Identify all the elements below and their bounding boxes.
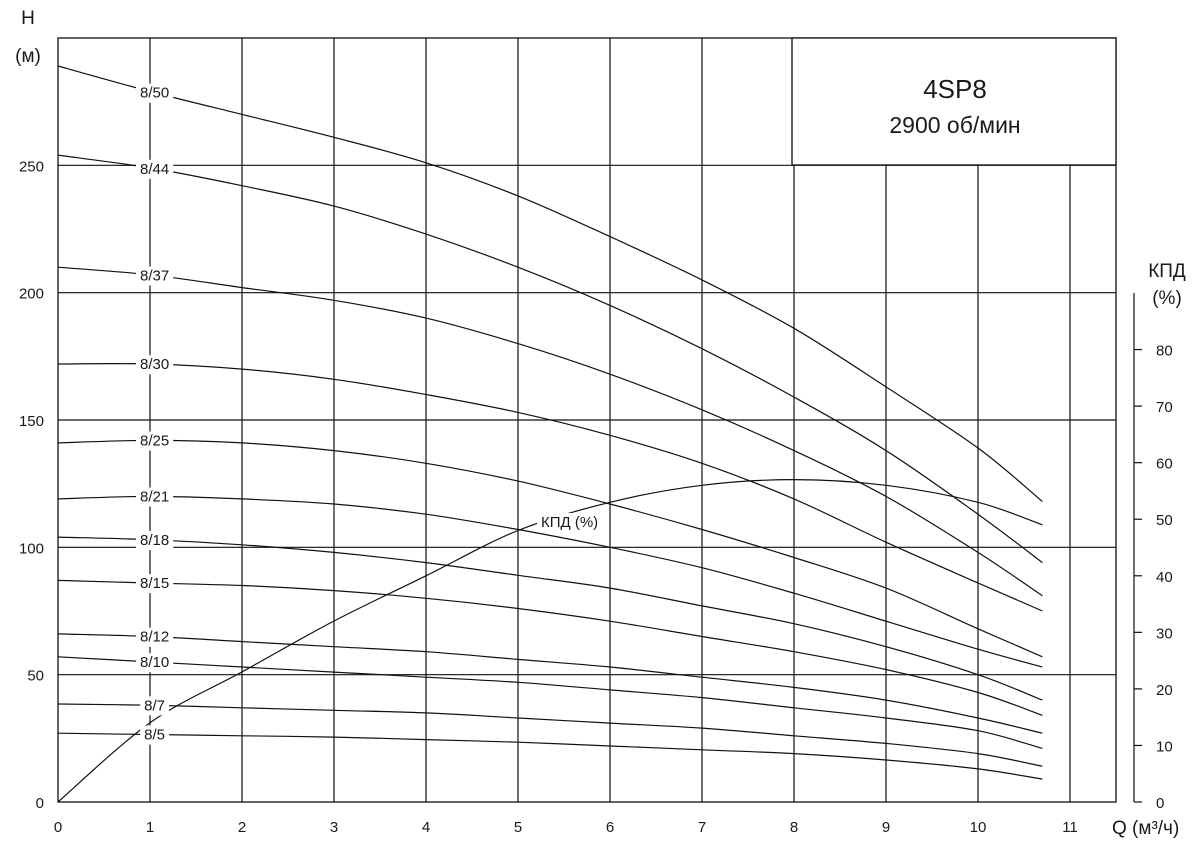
curve-label-bg [135,574,174,594]
curve-label-text: 8/21 [140,489,169,506]
curve-label: 8/21 [135,487,174,507]
curve-label-bg [135,266,174,286]
curve-label-text: 8/12 [140,629,169,646]
efficiency-tick-label: 70 [1156,399,1173,416]
curve-label-bg [135,159,174,179]
curve-label-text: 8/25 [140,433,169,450]
curve-label: 8/15 [135,574,174,594]
curve-label-bg [135,83,174,103]
head-curve-8-15 [57,579,1043,716]
curve-label: 8/10 [135,653,174,673]
head-curve-8-44 [57,154,1043,564]
efficiency-tick-label: 30 [1156,625,1173,642]
efficiency-axis-title: КПД [1148,261,1186,282]
curve-label-text: 8/5 [144,727,165,744]
y-axis-unit: (м) [15,46,41,67]
curves [57,65,1043,803]
efficiency-tick-label: 80 [1156,343,1173,360]
curve-label-bg [537,513,603,533]
x-tick-label: 5 [514,819,522,836]
x-tick-label: 4 [422,819,430,836]
head-curve-8-30 [57,363,1043,612]
y-tick-label: 0 [36,795,44,812]
efficiency-tick-label: 10 [1156,738,1173,755]
curve-label-bg [135,627,174,647]
curve-label-text: 8/7 [144,697,165,714]
y-axis-title: Н [21,8,35,29]
curve-label: 8/44 [135,159,174,179]
efficiency-curve [57,478,1043,803]
efficiency-axis-unit: (%) [1152,288,1182,309]
curve-label-text: 8/30 [140,356,169,373]
curve-label: 8/18 [135,530,174,550]
head-curve-8-50 [57,65,1043,502]
x-tick-label: 7 [698,819,706,836]
x-tick-label: 10 [970,819,987,836]
curve-label-bg [140,725,170,745]
y-tick-label: 200 [19,286,44,303]
curve-label-bg [135,530,174,550]
x-tick-label: 11 [1062,819,1078,836]
head-curve-8-18 [57,536,1043,701]
curve-label-text: КПД (%) [541,514,598,531]
curve-label: 8/12 [135,627,174,647]
curve-label-bg [140,696,170,716]
y-tick-label: 100 [19,540,44,557]
curve-label-text: 8/15 [140,575,169,592]
y-tick-label: 50 [27,668,44,685]
curve-label-text: 8/18 [140,532,169,549]
efficiency-tick-label: 0 [1156,795,1164,812]
head-curve-8-5 [57,732,1043,780]
efficiency-tick-label: 20 [1156,682,1173,699]
tick-labels: 0 1 2 3 4 5 6 7 8 9 10 11 0 50 100 150 200 250 0 10 20 30 40 50… [19,158,1173,836]
head-curve-8-25 [57,439,1043,658]
efficiency-tick-label: 50 [1156,512,1173,529]
curve-label: 8/37 [135,266,174,286]
curve-label-text: 8/50 [140,85,169,102]
x-tick-label: 3 [330,819,338,836]
head-curve-8-12 [57,633,1043,734]
head-curve-8-37 [57,266,1043,597]
curve-label: 8/7 [140,696,170,716]
x-tick-label: 6 [606,819,614,836]
chart-subtitle: 2900 об/мин [889,112,1020,138]
x-tick-label: 1 [146,819,154,836]
title-box [791,37,1117,166]
curve-label: 8/25 [135,431,174,451]
x-tick-label: 0 [54,819,62,836]
y-tick-label: 150 [19,413,44,430]
curve-label-text: 8/37 [140,267,169,284]
curve-label-text: 8/44 [140,161,169,178]
curve-label: КПД (%) [537,513,603,533]
curve-label-bg [135,487,174,507]
curve-label-bg [135,355,174,375]
efficiency-tick-label: 40 [1156,569,1173,586]
curve-label: 8/5 [140,725,170,745]
head-curve-8-21 [57,495,1043,668]
x-tick-label: 8 [790,819,798,836]
head-curve-8-10 [57,656,1043,750]
curve-labels: 8/50 8/44 8/37 8/30 8/25 8/21 8/18 8/15 8/12 8/10… [135,83,603,745]
curve-label-text: 8/10 [140,654,169,671]
efficiency-tick-label: 60 [1156,456,1173,473]
curve-label: 8/30 [135,355,174,375]
head-curve-8-7 [57,703,1043,767]
x-tick-label: 9 [882,819,890,836]
x-tick-label: 2 [238,819,246,836]
curve-label-bg [135,653,174,673]
curve-label-bg [135,431,174,451]
chart-title: 4SP8 [923,74,987,104]
curve-label: 8/50 [135,83,174,103]
y-tick-label: 250 [19,158,44,175]
x-axis-title: Q (м³/ч) [1112,818,1179,839]
